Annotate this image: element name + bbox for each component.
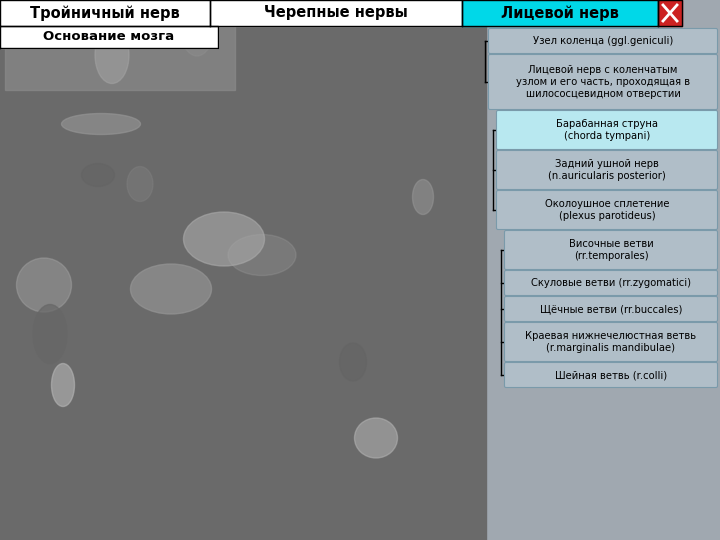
Text: Височные ветви
(rr.temporales): Височные ветви (rr.temporales) [569, 239, 653, 261]
FancyBboxPatch shape [497, 191, 718, 229]
Text: Скуловые ветви (rr.zygomatici): Скуловые ветви (rr.zygomatici) [531, 278, 691, 288]
Bar [0, 0, 486, 540]
Text: Барабанная струна
(chorda tympani): Барабанная струна (chorda tympani) [556, 119, 658, 141]
Ellipse shape [127, 166, 153, 201]
FancyBboxPatch shape [505, 296, 718, 321]
FancyBboxPatch shape [497, 151, 718, 190]
Ellipse shape [340, 343, 366, 381]
Text: Лицевой нерв с коленчатым
узлом и его часть, проходящая в
шилососцевидном отверс: Лицевой нерв с коленчатым узлом и его ча… [516, 65, 690, 99]
FancyBboxPatch shape [488, 55, 718, 110]
FancyBboxPatch shape [505, 271, 718, 295]
Ellipse shape [109, 16, 153, 32]
Ellipse shape [184, 212, 264, 266]
Bar [0, 0, 210, 26]
Ellipse shape [180, 0, 214, 56]
Text: Лицевой нерв: Лицевой нерв [501, 5, 619, 21]
Ellipse shape [33, 305, 67, 363]
Ellipse shape [95, 26, 129, 84]
Ellipse shape [61, 113, 140, 134]
FancyBboxPatch shape [505, 231, 718, 269]
Text: Черепные нервы: Черепные нервы [264, 5, 408, 21]
Ellipse shape [52, 363, 74, 407]
Text: Краевая нижнечелюстная ветвь
(r.marginalis mandibulae): Краевая нижнечелюстная ветвь (r.marginal… [526, 331, 696, 353]
Bar [5, 2, 235, 90]
Text: Задний ушной нерв
(n.auricularis posterior): Задний ушной нерв (n.auricularis posteri… [548, 159, 666, 181]
Ellipse shape [130, 264, 212, 314]
FancyBboxPatch shape [497, 111, 718, 150]
FancyBboxPatch shape [505, 322, 718, 361]
Ellipse shape [17, 258, 71, 312]
Ellipse shape [228, 234, 296, 275]
Ellipse shape [81, 164, 114, 186]
Bar [0, 26, 218, 48]
Text: Узел коленца (ggl.geniculi): Узел коленца (ggl.geniculi) [533, 36, 673, 46]
FancyBboxPatch shape [505, 362, 718, 388]
Text: Околоушное сплетение
(plexus parotideus): Околоушное сплетение (plexus parotideus) [545, 199, 670, 221]
Ellipse shape [354, 418, 397, 458]
FancyBboxPatch shape [488, 29, 718, 53]
Bar [658, 0, 682, 26]
Text: Тройничный нерв: Тройничный нерв [30, 5, 180, 21]
Text: Щёчные ветви (rr.buccales): Щёчные ветви (rr.buccales) [540, 304, 682, 314]
Text: Шейная ветвь (r.colli): Шейная ветвь (r.colli) [555, 370, 667, 380]
Bar [462, 0, 658, 26]
Text: Основание мозга: Основание мозга [43, 30, 174, 44]
Bar [210, 0, 462, 26]
Ellipse shape [413, 179, 433, 214]
